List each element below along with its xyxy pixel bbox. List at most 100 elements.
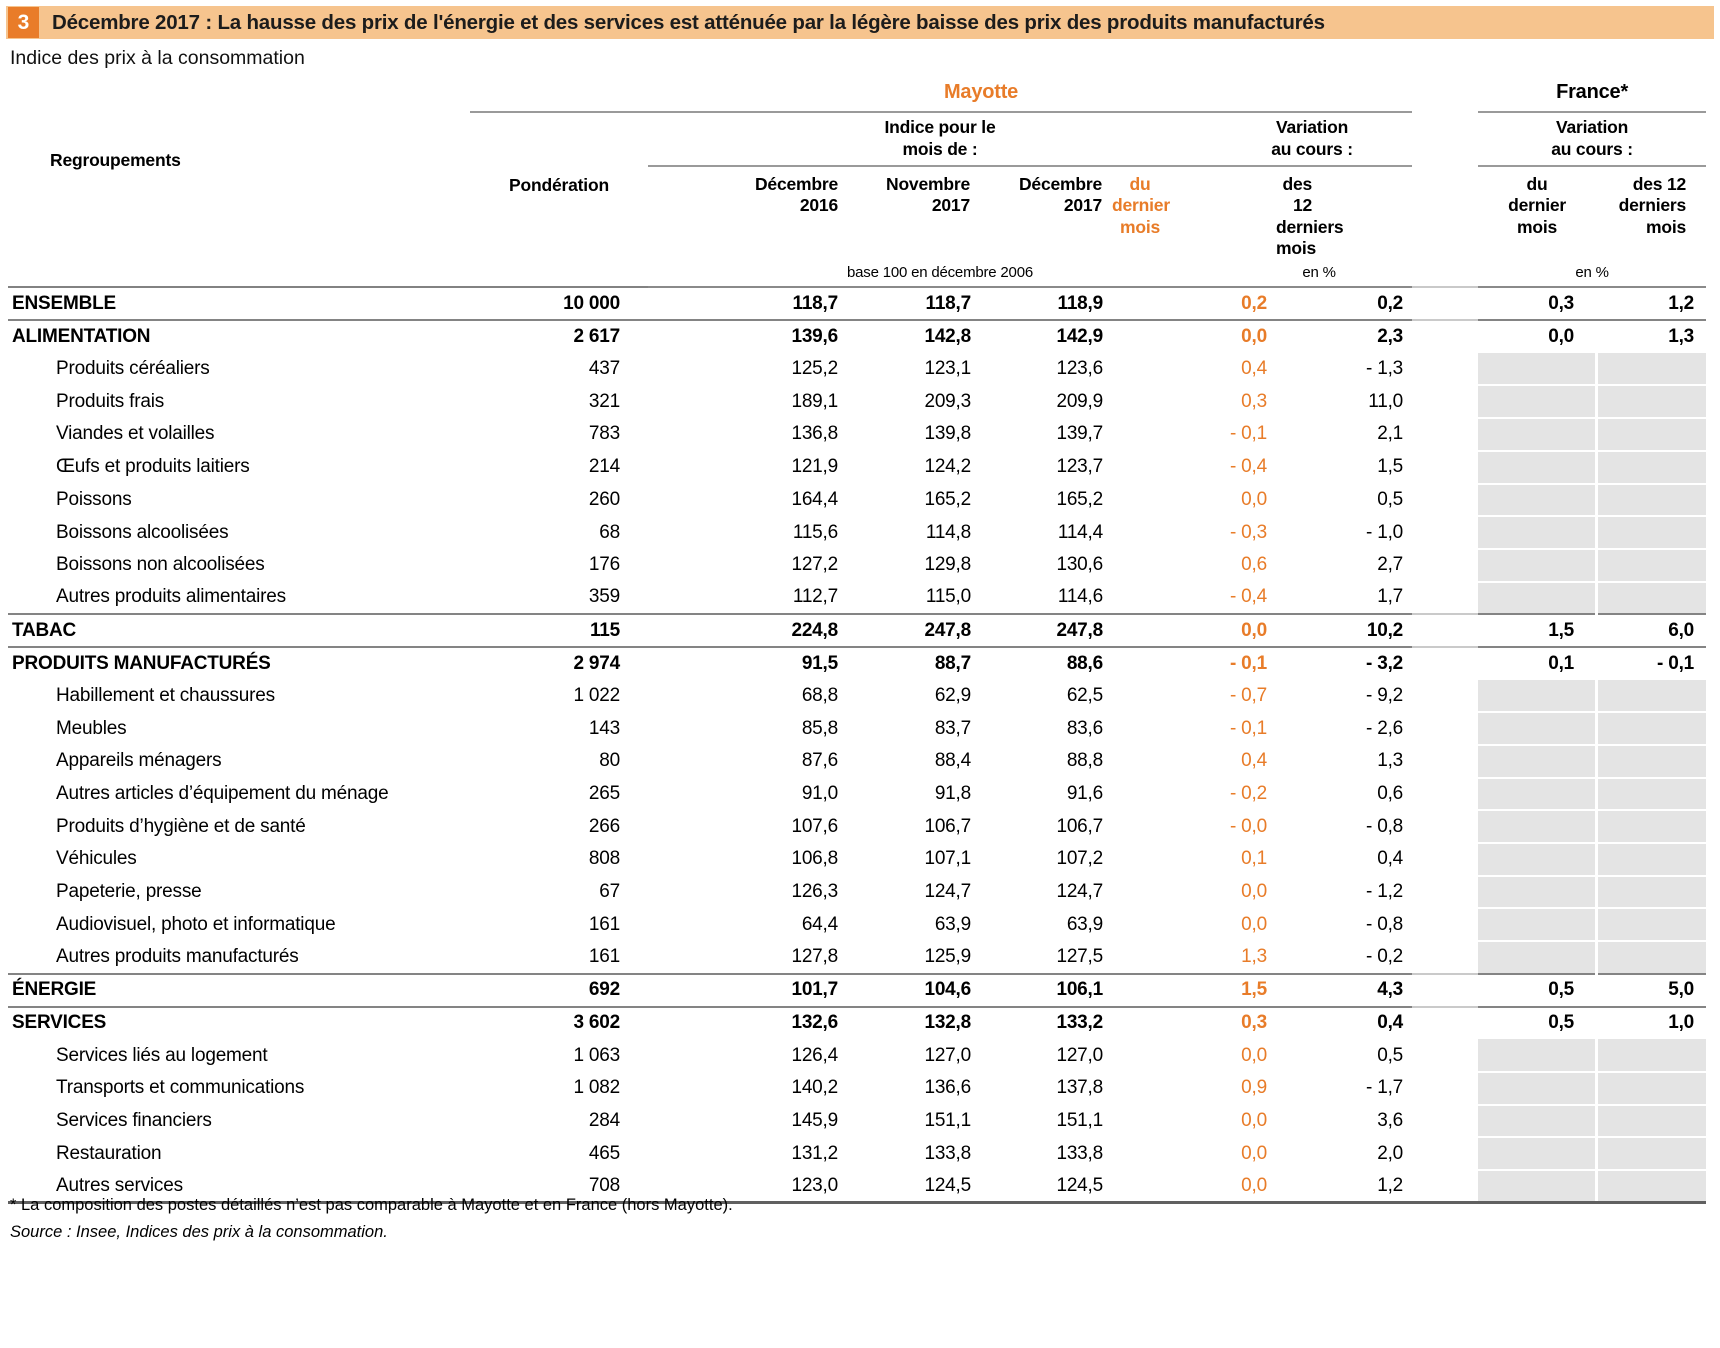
cell-indice-dec2016: 136,8	[791, 423, 838, 445]
cell-variation-mois-mayotte: 0,2	[1112, 287, 1276, 322]
cell-gap	[1412, 647, 1478, 680]
cell-variation-12mois-france	[1594, 450, 1707, 485]
cell-indice-dec2017: 130,6	[1056, 554, 1103, 576]
cell-indice-nov2017: 124,7	[924, 881, 971, 903]
cell-variation-mois-france	[1478, 516, 1597, 550]
cell-variation-mois-france	[1478, 843, 1597, 877]
cell-variation-12mois-france	[1594, 352, 1707, 387]
cell-variation-mois-mayotte: 0,0	[1241, 913, 1267, 935]
cell-indice-dec2017: 127,5	[980, 941, 1112, 975]
cell-indice-nov2017: 209,3	[924, 390, 971, 412]
header-col-dec2017: Décembre 2017	[1018, 174, 1102, 216]
cell-indice-dec2017: 118,9	[980, 287, 1112, 322]
table-row: Autres services 708 123,0 124,5 124,5 0,…	[8, 1169, 1707, 1205]
cell-variation-12mois-france	[1594, 777, 1707, 812]
table-row: Poissons 260 164,4 165,2 165,2 0,0 0,5	[8, 483, 1707, 518]
cell-variation-mois-france	[1478, 777, 1597, 812]
cell-indice-nov2017: 114,8	[925, 521, 971, 543]
cell-indice-nov2017: 151,1	[924, 1109, 971, 1131]
cell-gap	[1412, 876, 1478, 909]
cell-variation-12mois-france	[1594, 1104, 1707, 1139]
table-row: Audiovisuel, photo et informatique 161 6…	[8, 908, 1707, 943]
cell-variation-12mois-mayotte: 1,7	[1276, 581, 1413, 616]
table-row: Papeterie, presse 67 126,3 124,7 124,7 0…	[8, 875, 1707, 910]
cell-variation-mois-france	[1478, 1039, 1597, 1073]
cell-gap	[1412, 1072, 1478, 1105]
cell-variation-12mois-france	[1594, 875, 1707, 910]
cell-variation-mois-france	[1478, 1071, 1597, 1106]
cell-variation-mois-mayotte: 0,0	[1241, 1044, 1267, 1066]
cell-indice-dec2016: 91,5	[801, 652, 838, 674]
cell-indice-dec2017: 124,7	[1056, 881, 1103, 903]
cell-variation-12mois-france: - 0,1	[1657, 652, 1695, 674]
cell-variation-mois-mayotte: 0,6	[1241, 554, 1267, 576]
cell-variation-mois-mayotte: - 0,1	[1229, 717, 1267, 739]
cell-ponderation: 161	[470, 941, 648, 975]
cell-variation-12mois-france	[1594, 712, 1707, 746]
cell-label: Véhicules	[56, 848, 137, 870]
page-title: Décembre 2017 : La hausse des prix de l'…	[52, 10, 1325, 34]
cell-label: Papeterie, presse	[56, 881, 202, 903]
cell-variation-12mois-mayotte: 1,3	[1377, 750, 1404, 772]
figure-number-badge: 3	[8, 7, 39, 38]
cell-label: Boissons non alcoolisées	[56, 554, 265, 576]
cell-variation-mois-mayotte: - 0,4	[1112, 581, 1276, 616]
cell-gap	[1412, 484, 1478, 517]
cell-variation-mois-france: 1,5	[1478, 614, 1597, 648]
cell-variation-mois-mayotte: 0,0	[1241, 1109, 1267, 1131]
cell-gap	[1412, 353, 1478, 386]
column-header-row: Décembre 2016 Novembre 2017 Décembre 201…	[8, 166, 1706, 259]
cell-label: ÉNERGIE	[8, 973, 470, 1008]
cell-indice-nov2017: 133,8	[924, 1142, 971, 1164]
cell-label: PRODUITS MANUFACTURÉS	[12, 652, 271, 674]
cell-ponderation: 3 602	[573, 1012, 620, 1034]
cell-indice-dec2017: 62,5	[1066, 684, 1103, 706]
table-row: Produits frais 321 189,1 209,3 209,9 0,3…	[8, 385, 1707, 420]
cell-indice-nov2017: 136,6	[924, 1077, 971, 1099]
cell-variation-mois-mayotte: 0,9	[1241, 1077, 1267, 1099]
cell-variation-mois-mayotte: 0,4	[1241, 358, 1267, 380]
table-row: Restauration 465 131,2 133,8 133,8 0,0 2…	[8, 1137, 1707, 1171]
cell-indice-dec2017: 114,6	[980, 581, 1112, 616]
cell-variation-mois-mayotte: - 0,1	[1229, 652, 1267, 674]
header-unit-base100: base 100 en décembre 2006	[648, 259, 1112, 289]
header-region-mayotte: Mayotte	[470, 76, 1413, 113]
header-unit-pct-mayotte: en %	[1112, 259, 1413, 289]
table-subtitle: Indice des prix à la consommation	[10, 47, 305, 69]
cell-variation-12mois-mayotte: 2,3	[1377, 325, 1404, 347]
cell-label: Poissons	[56, 488, 132, 510]
price-index-table: Mayotte France* Regroupements Pondératio…	[8, 76, 1707, 1205]
cell-indice-nov2017: 129,8	[924, 554, 971, 576]
table-row: Boissons alcoolisées 68 115,6 114,8 114,…	[8, 516, 1707, 550]
cell-label: Transports et communications	[56, 1077, 305, 1099]
cell-indice-dec2016: 123,0	[648, 1169, 848, 1205]
cell-gap	[1412, 973, 1479, 1008]
cell-indice-dec2017: 137,8	[1056, 1077, 1103, 1099]
cell-variation-12mois-mayotte: 4,3	[1276, 973, 1413, 1008]
cell-gap	[1412, 843, 1478, 876]
cell-indice-dec2017: 133,8	[1056, 1142, 1103, 1164]
cell-ponderation: 1 063	[573, 1044, 620, 1066]
cell-label: Autres produits manufacturés	[8, 941, 470, 975]
cell-gap	[1412, 778, 1478, 811]
cell-label: Produits céréaliers	[56, 358, 210, 380]
cell-variation-mois-france	[1478, 810, 1597, 845]
cell-indice-nov2017: 125,9	[848, 941, 980, 975]
cell-gap	[1412, 1137, 1478, 1170]
header-ponderation: Pondération	[470, 112, 648, 289]
cell-variation-mois-france: 0,1	[1548, 652, 1575, 674]
cell-indice-dec2017: 142,9	[1056, 325, 1103, 347]
cell-variation-12mois-mayotte: 3,6	[1377, 1109, 1404, 1131]
cell-ponderation: 161	[588, 913, 620, 935]
cell-indice-dec2017: 124,5	[980, 1169, 1112, 1205]
cell-gap	[1412, 1169, 1479, 1205]
cell-indice-nov2017: 63,9	[934, 913, 971, 935]
cell-variation-12mois-mayotte: 0,2	[1276, 287, 1413, 322]
cell-variation-mois-mayotte: - 0,2	[1229, 783, 1267, 805]
cell-variation-mois-france: 0,0	[1548, 325, 1575, 347]
table-row: ALIMENTATION 2 617 139,6 142,8 142,9 0,0…	[8, 320, 1706, 353]
cell-indice-dec2016: 132,6	[791, 1012, 838, 1034]
cell-indice-nov2017: 115,0	[848, 581, 980, 616]
table-row: Véhicules 808 106,8 107,1 107,2 0,1 0,4	[8, 843, 1707, 877]
header-group-variation-france: Variation au cours :	[1478, 112, 1707, 167]
